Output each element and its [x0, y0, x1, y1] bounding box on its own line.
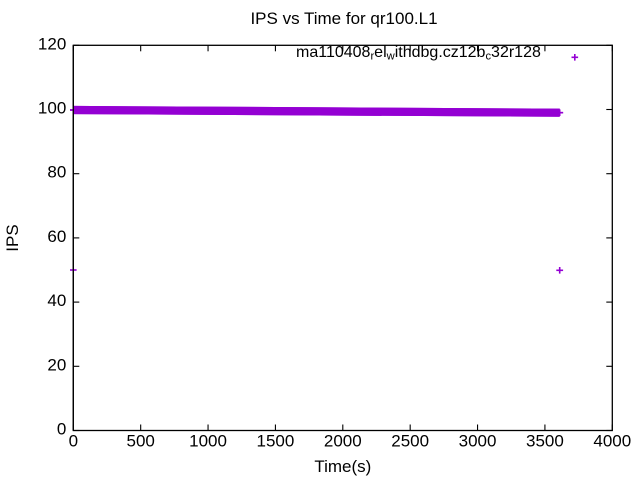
svg-text:3500: 3500: [526, 432, 564, 451]
svg-text:100: 100: [38, 99, 66, 118]
svg-text:IPS: IPS: [3, 224, 22, 251]
svg-text:0: 0: [57, 420, 66, 439]
svg-text:3000: 3000: [459, 432, 497, 451]
svg-text:0: 0: [69, 432, 78, 451]
svg-text:2000: 2000: [324, 432, 362, 451]
svg-text:60: 60: [47, 227, 66, 246]
svg-text:ma110408relwithdbg.cz12bc32r12: ma110408relwithdbg.cz12bc32r128: [296, 44, 541, 63]
svg-text:2500: 2500: [391, 432, 429, 451]
svg-text:40: 40: [47, 291, 66, 310]
svg-text:4000: 4000: [593, 432, 631, 451]
svg-text:Time(s): Time(s): [314, 457, 371, 476]
svg-text:500: 500: [126, 432, 154, 451]
svg-text:80: 80: [47, 163, 66, 182]
svg-text:20: 20: [47, 355, 66, 374]
svg-text:1000: 1000: [189, 432, 227, 451]
svg-text:1500: 1500: [257, 432, 295, 451]
svg-text:IPS vs Time for qr100.L1: IPS vs Time for qr100.L1: [250, 9, 437, 28]
svg-text:120: 120: [38, 34, 66, 53]
